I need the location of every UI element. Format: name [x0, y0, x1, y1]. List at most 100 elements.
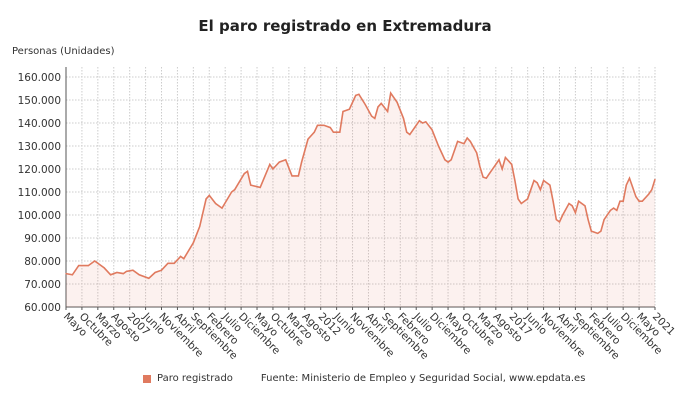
data-point	[597, 232, 599, 234]
data-point	[87, 265, 89, 267]
series-line	[65, 91, 656, 280]
data-point	[307, 138, 309, 140]
data-point	[635, 196, 637, 198]
data-point	[377, 106, 379, 108]
data-point	[447, 161, 449, 163]
data-point	[520, 202, 522, 205]
data-point	[511, 163, 513, 165]
data-point	[638, 200, 640, 202]
data-point	[167, 262, 169, 264]
data-point	[160, 269, 163, 271]
data-point	[380, 102, 382, 105]
y-tick-label: 140.000	[18, 118, 61, 130]
data-point	[78, 265, 80, 267]
data-point	[530, 189, 532, 191]
data-point	[374, 117, 376, 119]
data-point	[654, 178, 656, 180]
data-point	[533, 179, 535, 182]
data-point	[297, 175, 300, 177]
data-point	[230, 191, 233, 193]
y-tick-label: 90.000	[24, 233, 61, 245]
data-point	[65, 273, 67, 275]
chart-title: El paro registrado en Extremadura	[198, 17, 492, 35]
data-point	[402, 117, 405, 119]
data-point	[199, 225, 201, 228]
data-point	[71, 274, 73, 276]
data-point	[466, 137, 468, 139]
data-point	[476, 152, 478, 154]
y-tick-label: 160.000	[18, 72, 61, 84]
data-point	[183, 258, 185, 260]
series-area	[66, 93, 655, 307]
data-point	[600, 230, 602, 232]
data-point	[234, 189, 236, 191]
data-point	[539, 189, 541, 191]
data-point	[272, 168, 274, 170]
data-point	[215, 202, 217, 205]
data-point	[390, 92, 392, 94]
data-point	[453, 150, 456, 152]
data-point	[301, 161, 303, 163]
data-point	[549, 184, 551, 186]
data-point	[425, 121, 427, 123]
source-text: Fuente: Ministerio de Empleo y Seguridad…	[260, 373, 586, 384]
y-tick-label: 120.000	[18, 164, 61, 176]
data-point	[495, 163, 497, 165]
data-point	[482, 176, 484, 178]
data-point	[154, 271, 156, 274]
data-point	[342, 110, 344, 113]
data-point	[571, 205, 573, 207]
data-point	[291, 175, 293, 177]
data-point	[558, 221, 561, 223]
data-point	[246, 170, 249, 172]
data-point	[587, 219, 589, 221]
y-tick-label: 130.000	[18, 141, 61, 153]
data-point	[651, 189, 653, 191]
legend-swatch	[143, 374, 151, 383]
data-point	[348, 108, 350, 110]
data-point	[625, 184, 627, 186]
data-point	[457, 140, 459, 142]
data-point	[622, 200, 624, 202]
data-point	[437, 145, 440, 147]
data-point	[469, 140, 471, 142]
data-point	[386, 110, 389, 113]
data-point	[584, 205, 586, 207]
data-point	[641, 200, 643, 202]
y-tick-label: 110.000	[18, 187, 61, 199]
data-point	[406, 131, 408, 133]
data-point	[488, 173, 491, 175]
data-point	[278, 161, 280, 163]
data-point	[329, 127, 331, 129]
y-tick-label: 150.000	[18, 95, 61, 107]
data-point	[577, 200, 580, 202]
data-point	[632, 186, 634, 188]
legend: Paro registrado Fuente: Ministerio de Em…	[143, 373, 585, 384]
data-point	[116, 271, 118, 274]
data-point	[450, 159, 452, 161]
data-point	[109, 274, 112, 276]
data-point	[221, 207, 223, 209]
data-point	[431, 129, 433, 131]
data-point	[339, 131, 341, 133]
y-tick-label: 60.000	[24, 302, 61, 314]
data-point	[536, 182, 538, 184]
data-point	[364, 104, 366, 106]
data-point	[501, 168, 503, 170]
data-point	[418, 120, 420, 122]
data-point	[498, 159, 500, 161]
data-point	[648, 193, 650, 195]
data-point	[590, 230, 592, 232]
data-point	[619, 200, 621, 202]
data-point	[444, 159, 446, 161]
legend-label: Paro registrado	[157, 373, 233, 384]
data-point	[371, 115, 373, 117]
data-point	[613, 207, 615, 209]
data-point	[568, 202, 570, 205]
data-point	[463, 143, 465, 145]
data-point	[132, 269, 134, 271]
y-tick-label: 80.000	[24, 256, 61, 268]
data-point	[250, 184, 252, 186]
data-point	[173, 262, 175, 264]
